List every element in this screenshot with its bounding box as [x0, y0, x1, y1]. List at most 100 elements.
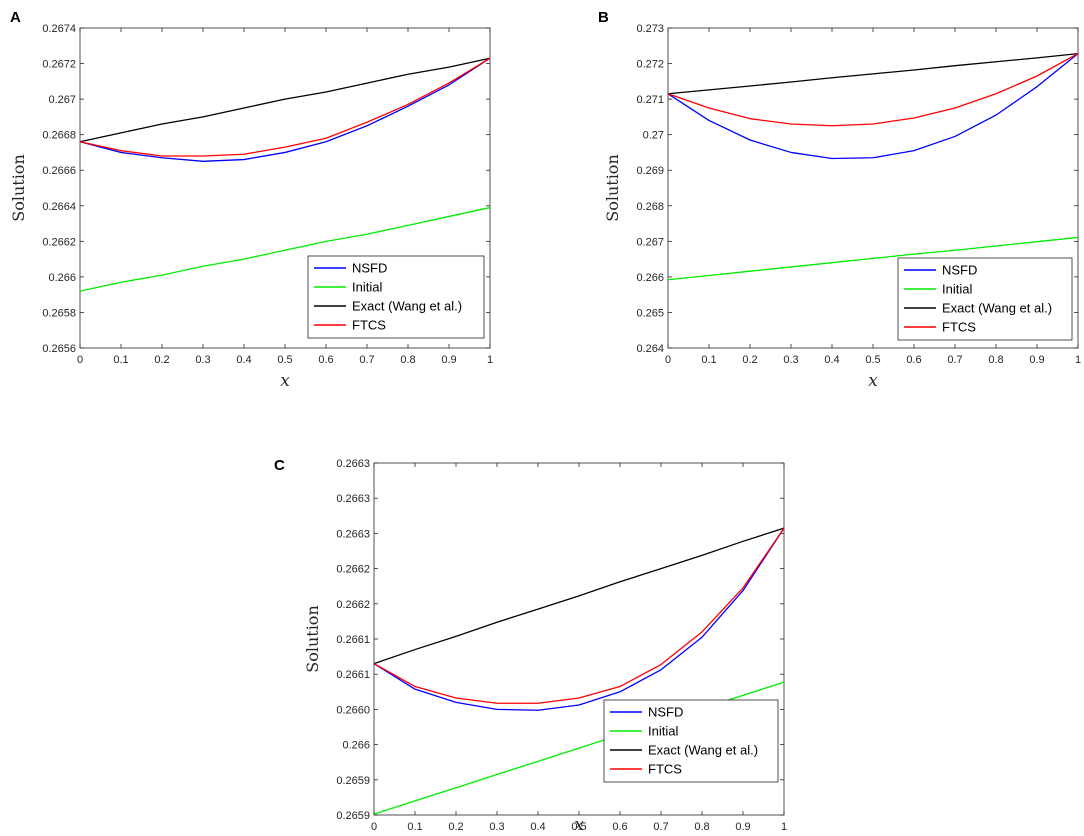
- x-tick-label: 0.8: [988, 354, 1003, 366]
- x-tick-label: 1: [781, 821, 787, 833]
- x-tick-label: 0.2: [154, 354, 169, 366]
- y-tick-label: 0.2668: [42, 130, 76, 142]
- x-tick-label: 0.6: [318, 354, 333, 366]
- legend-entry: NSFD: [648, 705, 683, 720]
- legend-entry: FTCS: [648, 762, 682, 777]
- series-line-nsfd: [373, 527, 785, 711]
- y-tick-label: 0.273: [636, 23, 664, 35]
- x-tick-label: 0.9: [1029, 354, 1044, 366]
- series-line-ftcs: [79, 57, 491, 157]
- y-tick-label: 0.2656: [42, 343, 76, 355]
- x-tick-label: 0.7: [359, 354, 374, 366]
- x-tick-label: 0.3: [195, 354, 210, 366]
- y-tick-label: 0.267: [636, 236, 664, 248]
- y-axis-label: Solution: [603, 154, 622, 222]
- x-tick-label: 0.5: [571, 821, 586, 833]
- y-tick-label: 0.2662: [336, 564, 370, 576]
- y-tick-label: 0.2662: [336, 599, 370, 611]
- series-line-ftcs: [373, 527, 785, 704]
- x-axis-label: x: [868, 371, 878, 391]
- y-tick-label: 0.2659: [336, 775, 370, 787]
- x-tick-label: 0.3: [783, 354, 798, 366]
- y-tick-label: 0.2663: [336, 493, 370, 505]
- x-tick-label: 0.5: [277, 354, 292, 366]
- y-tick-label: 0.2661: [336, 669, 370, 681]
- legend: NSFD Initial Exact (Wang et al.) FTCS: [307, 255, 485, 339]
- y-tick-label: 0.269: [636, 165, 664, 177]
- y-tick-label: 0.267: [48, 94, 76, 106]
- panel-label: C: [274, 457, 285, 474]
- y-tick-label: 0.2666: [42, 165, 76, 177]
- x-tick-label: 0.9: [441, 354, 456, 366]
- y-axis-label: Solution: [9, 154, 28, 222]
- x-tick-label: 0.4: [236, 354, 251, 366]
- y-tick-label: 0.2663: [336, 458, 370, 470]
- chart-panel-b: B 0 0.1 0.2 0.3 0.4 0.5 0.6 0.7 0.8 0.9 1 0.264 0.265…: [598, 9, 1081, 391]
- legend-entry: FTCS: [352, 318, 386, 333]
- y-tick-label: 0.265: [636, 307, 664, 319]
- series-line-exact-wang-et-al: [667, 52, 1079, 95]
- y-tick-label: 0.2672: [42, 59, 76, 71]
- y-tick-label: 0.264: [636, 343, 664, 355]
- y-tick-label: 0.2674: [42, 23, 76, 35]
- y-tick-label: 0.2663: [336, 528, 370, 540]
- chart-panel-a: A 0 0.1 0.2 0.3 0.4 0.5 0.6 0.7 0.8 0.9 1 0.2656 0.26…: [9, 9, 493, 391]
- legend: NSFD Initial Exact (Wang et al.) FTCS: [897, 257, 1073, 341]
- panel-label: A: [10, 9, 21, 26]
- y-tick-label: 0.268: [636, 201, 664, 213]
- series-line-exact-wang-et-al: [79, 57, 491, 143]
- y-tick-label: 0.2659: [336, 810, 370, 822]
- x-axis-label: x: [280, 371, 290, 391]
- series-line-initial: [667, 236, 1079, 281]
- x-tick-label: 0: [77, 354, 83, 366]
- y-tick-label: 0.271: [636, 94, 664, 106]
- x-tick-label: 0.6: [612, 821, 627, 833]
- x-tick-label: 0.1: [407, 821, 422, 833]
- y-tick-label: 0.27: [643, 130, 664, 142]
- x-tick-label: 0: [371, 821, 377, 833]
- x-tick-label: 0.4: [824, 354, 839, 366]
- x-tick-label: 0.4: [530, 821, 545, 833]
- x-tick-label: 0.2: [742, 354, 757, 366]
- x-tick-label: 0.2: [448, 821, 463, 833]
- x-tick-label: 0.5: [865, 354, 880, 366]
- y-tick-label: 0.2662: [42, 236, 76, 248]
- legend-entry: FTCS: [942, 320, 976, 335]
- x-tick-label: 1: [1075, 354, 1081, 366]
- x-tick-label: 0: [665, 354, 671, 366]
- x-tick-label: 0.3: [489, 821, 504, 833]
- legend-entry: NSFD: [352, 261, 387, 276]
- legend-entry: Exact (Wang et al.): [352, 299, 462, 314]
- x-tick-label: 0.9: [735, 821, 750, 833]
- y-tick-label: 0.2660: [336, 704, 370, 716]
- y-tick-label: 0.266: [48, 272, 76, 284]
- legend-entry: NSFD: [942, 263, 977, 278]
- series-line-nsfd: [79, 57, 491, 162]
- x-axis-label: x: [574, 815, 584, 835]
- x-tick-label: 0.1: [113, 354, 128, 366]
- legend-entry: Exact (Wang et al.): [648, 743, 758, 758]
- legend-entry: Initial: [352, 280, 382, 295]
- x-tick-label: 1: [487, 354, 493, 366]
- series-line-exact-wang-et-al: [373, 527, 785, 665]
- y-tick-label: 0.2658: [42, 307, 76, 319]
- x-tick-label: 0.7: [653, 821, 668, 833]
- legend: NSFD Initial Exact (Wang et al.) FTCS: [603, 699, 779, 783]
- legend-entry: Initial: [648, 724, 678, 739]
- y-tick-label: 0.272: [636, 59, 664, 71]
- y-tick-label: 0.2664: [42, 201, 76, 213]
- y-tick-label: 0.2661: [336, 634, 370, 646]
- y-tick-label: 0.266: [342, 740, 370, 752]
- legend-entry: Exact (Wang et al.): [942, 301, 1052, 316]
- legend-entry: Initial: [942, 282, 972, 297]
- x-tick-label: 0.8: [694, 821, 709, 833]
- panel-label: B: [598, 9, 609, 26]
- x-tick-label: 0.6: [906, 354, 921, 366]
- series-line-nsfd: [667, 53, 1079, 160]
- series-line-initial: [79, 206, 491, 292]
- x-tick-label: 0.8: [400, 354, 415, 366]
- y-tick-label: 0.266: [636, 272, 664, 284]
- y-axis-label: Solution: [303, 605, 322, 673]
- x-tick-label: 0.7: [947, 354, 962, 366]
